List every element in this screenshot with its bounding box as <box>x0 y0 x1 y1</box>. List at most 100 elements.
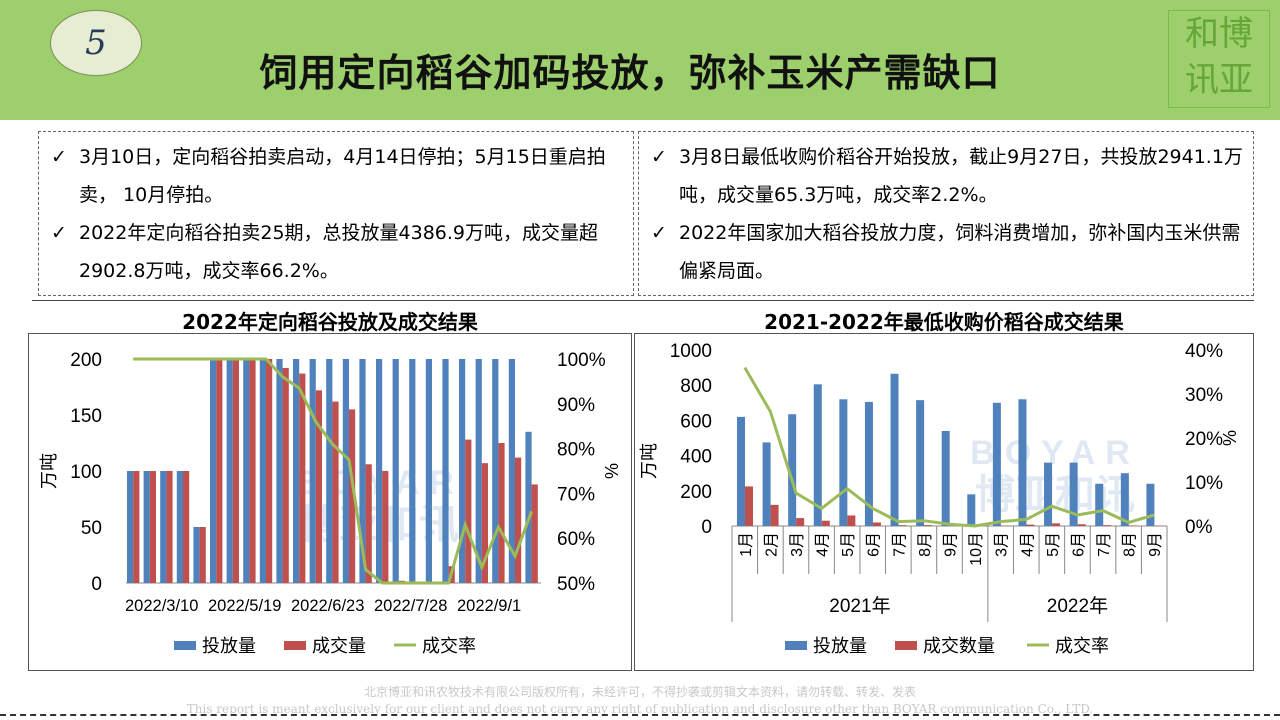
bar-deal <box>1077 524 1086 526</box>
bar-deal <box>821 520 830 526</box>
y-axis-title: 万吨 <box>39 453 59 489</box>
x-tick-label: 10月 <box>968 532 985 566</box>
y2-axis-title: % <box>602 463 622 479</box>
y-tick-label: 800 <box>680 376 712 397</box>
y2-tick-label: 60% <box>557 529 595 550</box>
y2-tick-label: 90% <box>557 395 595 416</box>
y-tick-label: 0 <box>701 517 712 538</box>
bar-deal <box>796 518 805 526</box>
bar-deal <box>133 471 140 583</box>
legend-label: 成交率 <box>1055 636 1109 656</box>
check-icon: ✓ <box>651 222 667 244</box>
left-bullet-2: ✓ 2022年定向稻谷拍卖25期，总投放量4386.9万吨，成交量超2902.8万… <box>49 214 623 290</box>
bar-deal <box>382 471 389 583</box>
bar-deal <box>465 439 472 583</box>
x-tick-label: 4月 <box>815 532 832 557</box>
bar-deal <box>481 463 488 583</box>
bar-deal <box>282 367 289 583</box>
header-bar: 5 饲用定向稻谷加码投放，弥补玉米产需缺口 和博 讯亚 <box>0 0 1280 120</box>
bar-deal <box>299 373 306 583</box>
bar-supply <box>425 359 432 583</box>
bar-supply <box>788 414 797 526</box>
y-tick-label: 50 <box>81 518 102 539</box>
y-tick-label: 1000 <box>670 341 712 362</box>
x-tick-label: 2022/6/23 <box>291 597 364 615</box>
bar-deal <box>199 527 206 583</box>
y-tick-label: 150 <box>70 406 102 427</box>
bar-deal <box>872 522 881 526</box>
legend-label: 投放量 <box>202 636 256 656</box>
bar-deal <box>745 486 753 526</box>
line-rate <box>133 357 534 585</box>
bar-supply <box>127 471 134 583</box>
x-tick-label: 1月 <box>738 532 755 557</box>
bar-supply <box>1044 462 1053 526</box>
bar-deal <box>332 401 339 583</box>
left-chart-title: 2022年定向稻谷投放及成交结果 <box>182 310 478 334</box>
y2-tick-label: 100% <box>557 350 606 371</box>
bar-supply <box>176 471 183 583</box>
right-bullet-2: ✓ 2022年国家加大稻谷投放力度，饲料消费增加，弥补国内玉米供需偏紧局面。 <box>649 214 1243 290</box>
legend-label: 成交率 <box>422 636 476 656</box>
legend-label: 投放量 <box>813 636 867 656</box>
legend-swatch <box>174 641 196 650</box>
y-tick-label: 400 <box>680 447 712 468</box>
y-tick-label: 100 <box>70 462 102 483</box>
bar-supply <box>259 359 266 583</box>
y-tick-label: 200 <box>70 350 102 371</box>
bar-supply <box>508 359 515 583</box>
bar-supply <box>359 359 366 583</box>
left-chart-panel: BOYAR博亚和讯05010015020050%60%70%80%90%100%… <box>28 333 632 671</box>
bar-supply <box>309 359 316 583</box>
left-chart: BOYAR博亚和讯05010015020050%60%70%80%90%100%… <box>39 350 622 656</box>
bar-supply <box>813 384 822 526</box>
right-summary-box: ✓ 3月8日最低收购价稻谷开始投放，截止9月27日，共投放2941.1万吨，成交量… <box>638 131 1254 296</box>
line-rate <box>743 366 1155 528</box>
right-chart-panel: BOYAR 博亚和讯 0 200 400 600 800 1000 0% 10% 20% 30% 40%… <box>634 333 1254 671</box>
bar-supply <box>1069 462 1078 526</box>
bar-supply <box>1095 483 1104 526</box>
y-tick-label: 200 <box>680 482 712 503</box>
x-tick-label: 5月 <box>1045 532 1062 557</box>
right-bullet-1: ✓ 3月8日最低收购价稻谷开始投放，截止9月27日，共投放2941.1万吨，成交量… <box>649 138 1243 214</box>
x-tick-label: 2月 <box>763 532 780 557</box>
y-tick-label: 0 <box>91 574 102 595</box>
bar-deal <box>315 390 322 583</box>
y2-tick-label: 40% <box>1185 341 1223 362</box>
legend-swatch <box>895 641 917 650</box>
x-tick-label: 4月 <box>1019 532 1036 557</box>
bar-supply <box>342 359 349 583</box>
bar-supply <box>1120 473 1129 526</box>
bar-supply <box>864 401 873 526</box>
bar-deal <box>1052 523 1061 526</box>
x-tick-label: 6月 <box>1070 532 1087 557</box>
bar-deal <box>266 359 273 583</box>
bar-supply <box>276 359 283 583</box>
bar-supply <box>293 359 300 583</box>
bar-supply <box>492 359 499 583</box>
bar-deal <box>531 484 538 583</box>
bar-supply <box>442 359 449 583</box>
bar-supply <box>1018 399 1027 526</box>
bar-supply <box>839 399 848 526</box>
bar-deal <box>249 359 256 583</box>
bar-supply <box>376 359 383 583</box>
group-label: 2022年 <box>1047 595 1108 617</box>
bar-deal <box>498 443 505 583</box>
bar-deal <box>216 359 223 583</box>
bar-deal <box>1026 524 1035 526</box>
y2-tick-label: 50% <box>557 574 595 595</box>
x-tick-label: 2022/7/28 <box>374 597 447 615</box>
legend-label: 成交量 <box>312 636 366 656</box>
x-tick-label: 7月 <box>891 532 908 557</box>
check-icon: ✓ <box>651 146 667 168</box>
company-logo: 和博 讯亚 <box>1168 10 1270 108</box>
x-tick-label: 7月 <box>1096 532 1113 557</box>
footer-dashed-line <box>0 714 1280 716</box>
legend-swatch <box>785 641 807 650</box>
left-bullet-1: ✓ 3月10日，定向稻谷拍卖启动，4月14日停拍；5月15日重启拍卖， 10月停拍… <box>49 138 623 214</box>
bar-deal <box>183 471 190 583</box>
bar-supply <box>941 430 950 526</box>
x-tick-label: 9月 <box>1147 532 1164 557</box>
bar-deal <box>166 471 173 583</box>
